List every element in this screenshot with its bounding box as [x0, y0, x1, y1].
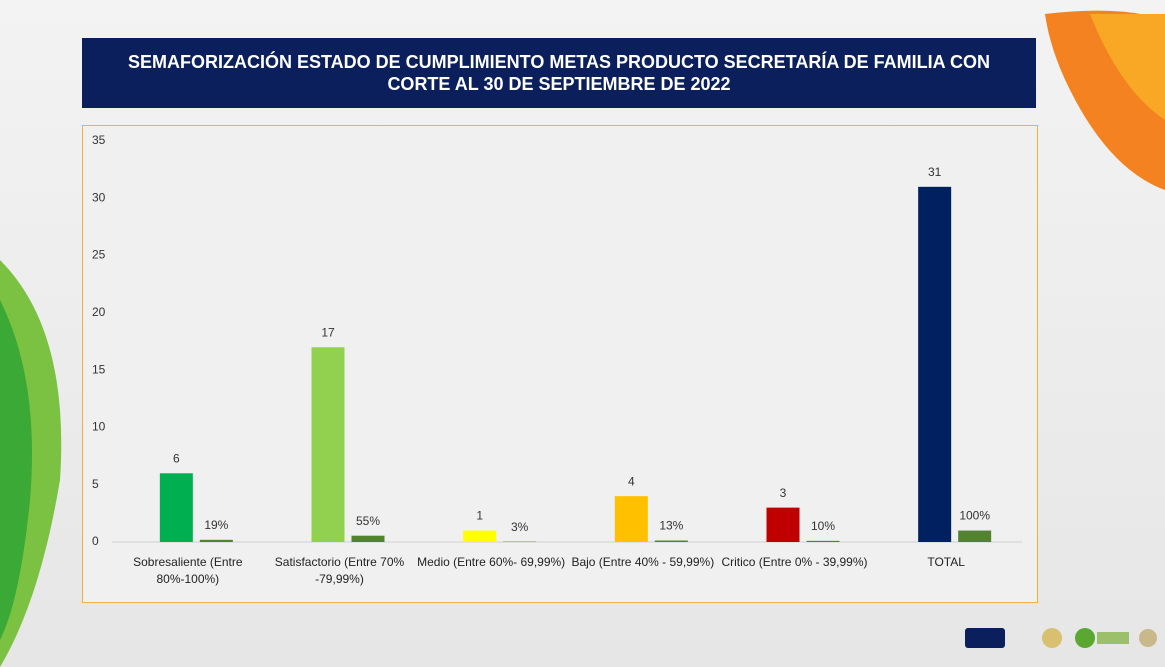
data-label: 17 — [321, 325, 335, 339]
chart-title: SEMAFORIZACIÓN ESTADO DE CUMPLIMIENTO ME… — [82, 38, 1036, 108]
y-tick-label: 35 — [92, 133, 106, 147]
chart-panel — [82, 125, 1038, 603]
data-label: 6 — [173, 451, 180, 465]
y-tick-label: 20 — [92, 305, 106, 319]
bar — [654, 540, 688, 542]
x-tick-label: Critico (Entre 0% - 39,99%) — [721, 555, 868, 569]
bar — [614, 496, 648, 542]
x-tick-label: Sobresaliente (Entre 80%-100%) — [133, 555, 243, 586]
data-label: 4 — [628, 474, 635, 488]
x-tick-label: Bajo (Entre 40% - 59,99%) — [571, 555, 715, 569]
deco-left-inner — [0, 300, 32, 640]
logo — [1139, 629, 1157, 647]
y-tick-label: 25 — [92, 248, 106, 262]
bar — [918, 186, 952, 543]
x-tick-label: Satisfactorio (Entre 70% -79,99%) — [274, 555, 405, 586]
x-tick-label: TOTAL — [927, 555, 965, 569]
data-label: 100% — [959, 509, 990, 523]
logo — [1097, 632, 1129, 644]
bar — [766, 507, 800, 542]
bar — [351, 535, 385, 542]
logo — [965, 628, 1005, 648]
data-label: 31 — [928, 165, 942, 179]
data-label: 3% — [511, 520, 529, 534]
data-label: 19% — [204, 518, 228, 532]
data-label: 13% — [659, 519, 683, 533]
y-tick-label: 0 — [92, 534, 99, 548]
y-tick-label: 15 — [92, 362, 106, 376]
data-label: 55% — [356, 514, 380, 528]
logo — [1075, 628, 1095, 648]
bar — [806, 540, 840, 542]
x-tick-label: Medio (Entre 60%- 69,99%) — [417, 555, 566, 569]
bar — [199, 539, 233, 542]
bar — [958, 530, 992, 542]
y-tick-label: 10 — [92, 420, 106, 434]
y-tick-label: 5 — [92, 477, 99, 491]
data-label: 1 — [476, 509, 483, 523]
y-tick-label: 30 — [92, 190, 106, 204]
bar — [311, 347, 345, 542]
bar — [463, 530, 497, 542]
deco-right-inner — [1090, 14, 1165, 120]
bar — [159, 473, 193, 542]
logo — [1042, 628, 1062, 648]
data-label: 3 — [780, 486, 787, 500]
data-label: 10% — [811, 519, 835, 533]
